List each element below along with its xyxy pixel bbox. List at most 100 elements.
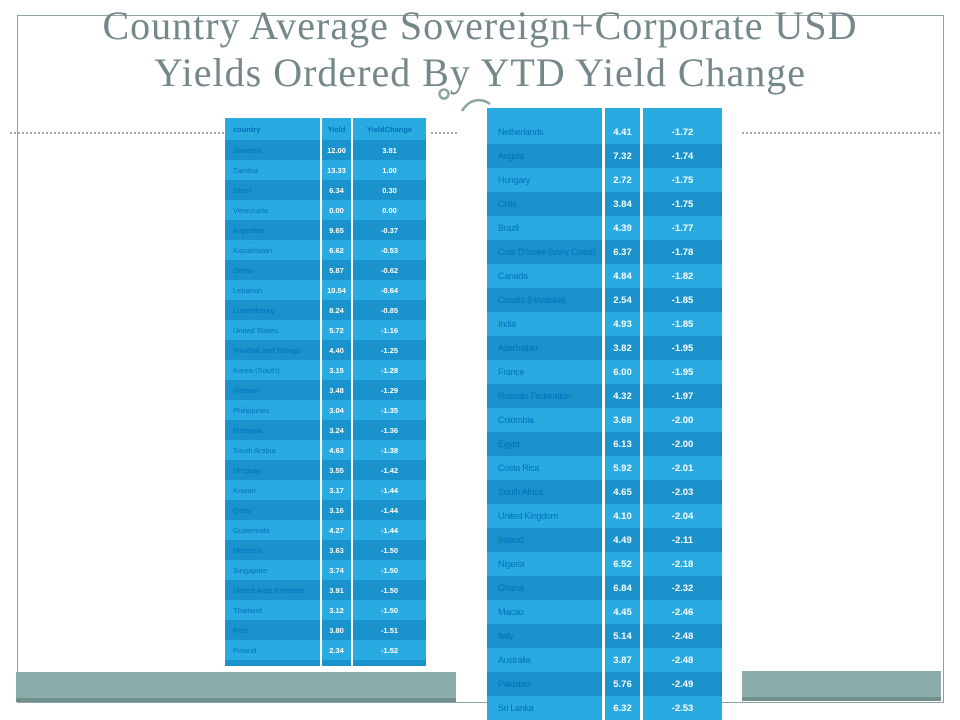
- table-row: Italy 5.14 -2.48: [487, 624, 722, 648]
- country-cell: Poland: [225, 640, 320, 660]
- table-row: Luxembourg 8.24 -0.85: [225, 300, 426, 320]
- table-row: Croatia (Hrvatska) 2.54 -1.85: [487, 288, 722, 312]
- country-cell: Zambia: [225, 160, 320, 180]
- country-cell: Philippines: [225, 400, 320, 420]
- country-cell: France: [487, 360, 602, 384]
- yield-change-cell: -1.16: [351, 320, 426, 340]
- yield-cell: 13.33: [320, 160, 351, 180]
- table-row: Chile 3.84 -1.75: [487, 192, 722, 216]
- yield-change-cell: -1.42: [351, 460, 426, 480]
- yield-cell: 4.49: [602, 528, 640, 552]
- country-cell: Kazakhstan: [225, 240, 320, 260]
- country-cell: Ghana: [487, 576, 602, 600]
- country-cell: Cote D'Ivoire (Ivory Coast): [487, 240, 602, 264]
- table-row: Cote D'Ivoire (Ivory Coast) 6.37 -1.78: [487, 240, 722, 264]
- yield-cell: 5.72: [320, 320, 351, 340]
- yield-change-cell: -1.51: [351, 620, 426, 640]
- page-title: Country Average Sovereign+Corporate USD …: [0, 2, 960, 96]
- yield-change-cell: -2.00: [640, 408, 722, 432]
- cut-off-row-top: [487, 108, 722, 120]
- yield-cell: 3.87: [602, 648, 640, 672]
- yield-cell: 4.41: [602, 120, 640, 144]
- yield-change-cell: -0.62: [351, 260, 426, 280]
- yield-change-cell: -1.75: [640, 168, 722, 192]
- dashed-divider-left: [10, 132, 224, 134]
- footer-band-left: [16, 672, 456, 702]
- table-body: Netherlands 4.41 -1.72 Angola 7.32 -1.74 Hunga…: [487, 120, 722, 720]
- yield-change-cell: -2.32: [640, 576, 722, 600]
- yield-change-cell: -0.85: [351, 300, 426, 320]
- yield-change-cell: -2.11: [640, 528, 722, 552]
- table-row: Malaysia 3.24 -1.36: [225, 420, 426, 440]
- yield-change-cell: -1.95: [640, 336, 722, 360]
- yield-change-cell: -2.18: [640, 552, 722, 576]
- yield-cell: 9.65: [320, 220, 351, 240]
- table-row: Philippines 3.04 -1.35: [225, 400, 426, 420]
- country-cell: Kuwait: [225, 480, 320, 500]
- header-yield-change: YieldChange: [351, 118, 426, 140]
- yield-cell: 3.80: [320, 620, 351, 640]
- country-cell: Canada: [487, 264, 602, 288]
- header-country: country: [225, 118, 320, 140]
- table-row: Pakistan 5.76 -2.49: [487, 672, 722, 696]
- yield-change-cell: -1.29: [351, 380, 426, 400]
- yield-cell: 10.54: [320, 280, 351, 300]
- yield-change-cell: -2.03: [640, 480, 722, 504]
- country-cell: Luxembourg: [225, 300, 320, 320]
- table-row: Argentina 9.65 -0.37: [225, 220, 426, 240]
- table-row: Hungary 2.72 -1.75: [487, 168, 722, 192]
- yield-cell: 5.92: [602, 456, 640, 480]
- yield-cell: 4.45: [602, 600, 640, 624]
- country-cell: Azerbaijan: [487, 336, 602, 360]
- country-cell: India: [487, 312, 602, 336]
- table-row: Lebanon 10.54 -0.64: [225, 280, 426, 300]
- table-row: Ghana 6.84 -2.32: [487, 576, 722, 600]
- yield-change-cell: -1.97: [640, 384, 722, 408]
- table-row: Peru 3.80 -1.51: [225, 620, 426, 640]
- country-cell: Sri Lanka: [487, 696, 602, 720]
- table-row: France 6.00 -1.95: [487, 360, 722, 384]
- yield-cell: 3.17: [320, 480, 351, 500]
- yield-cell: 3.82: [602, 336, 640, 360]
- yield-cell: 3.91: [320, 580, 351, 600]
- yield-change-cell: -0.37: [351, 220, 426, 240]
- yield-cell: 5.87: [320, 260, 351, 280]
- header-yield: Yield: [320, 118, 351, 140]
- yield-cell: 6.52: [602, 552, 640, 576]
- yield-change-cell: -1.72: [640, 120, 722, 144]
- yield-change-cell: -0.53: [351, 240, 426, 260]
- yield-change-cell: -1.44: [351, 500, 426, 520]
- yield-change-cell: -1.75: [640, 192, 722, 216]
- table-row: Australia 3.87 -2.48: [487, 648, 722, 672]
- yield-change-cell: -2.04: [640, 504, 722, 528]
- yield-cell: 2.72: [602, 168, 640, 192]
- yield-cell: 3.84: [602, 192, 640, 216]
- table-row: Zambia 13.33 1.00: [225, 160, 426, 180]
- table-row: Thailand 3.12 -1.50: [225, 600, 426, 620]
- yield-cell: 6.84: [602, 576, 640, 600]
- table-row: Azerbaijan 3.82 -1.95: [487, 336, 722, 360]
- country-cell: Russian Federation: [487, 384, 602, 408]
- yield-table-right: Netherlands 4.41 -1.72 Angola 7.32 -1.74 Hunga…: [487, 108, 722, 720]
- yield-change-cell: 0.00: [351, 200, 426, 220]
- table-row: Korea (South) 3.15 -1.28: [225, 360, 426, 380]
- table-row: India 4.93 -1.85: [487, 312, 722, 336]
- yield-change-cell: -1.74: [640, 144, 722, 168]
- yield-change-cell: -1.38: [351, 440, 426, 460]
- yield-change-cell: -2.46: [640, 600, 722, 624]
- yield-cell: 4.63: [320, 440, 351, 460]
- table-row: United Arab Emirates 3.91 -1.50: [225, 580, 426, 600]
- country-cell: Australia: [487, 648, 602, 672]
- yield-change-cell: -2.00: [640, 432, 722, 456]
- table-row: Uruguay 3.55 -1.42: [225, 460, 426, 480]
- country-cell: Korea (South): [225, 360, 320, 380]
- country-cell: South Africa: [487, 480, 602, 504]
- yield-cell: 8.24: [320, 300, 351, 320]
- slide-border: [17, 15, 944, 703]
- table-row: Macau 4.45 -2.46: [487, 600, 722, 624]
- table-row: Qatar 3.16 -1.44: [225, 500, 426, 520]
- title-line-1: Country Average Sovereign+Corporate USD: [102, 3, 858, 48]
- title-line-2: Yields Ordered By YTD Yield Change: [153, 50, 807, 95]
- yield-change-cell: -1.95: [640, 360, 722, 384]
- table-row: Poland 2.34 -1.52: [225, 640, 426, 660]
